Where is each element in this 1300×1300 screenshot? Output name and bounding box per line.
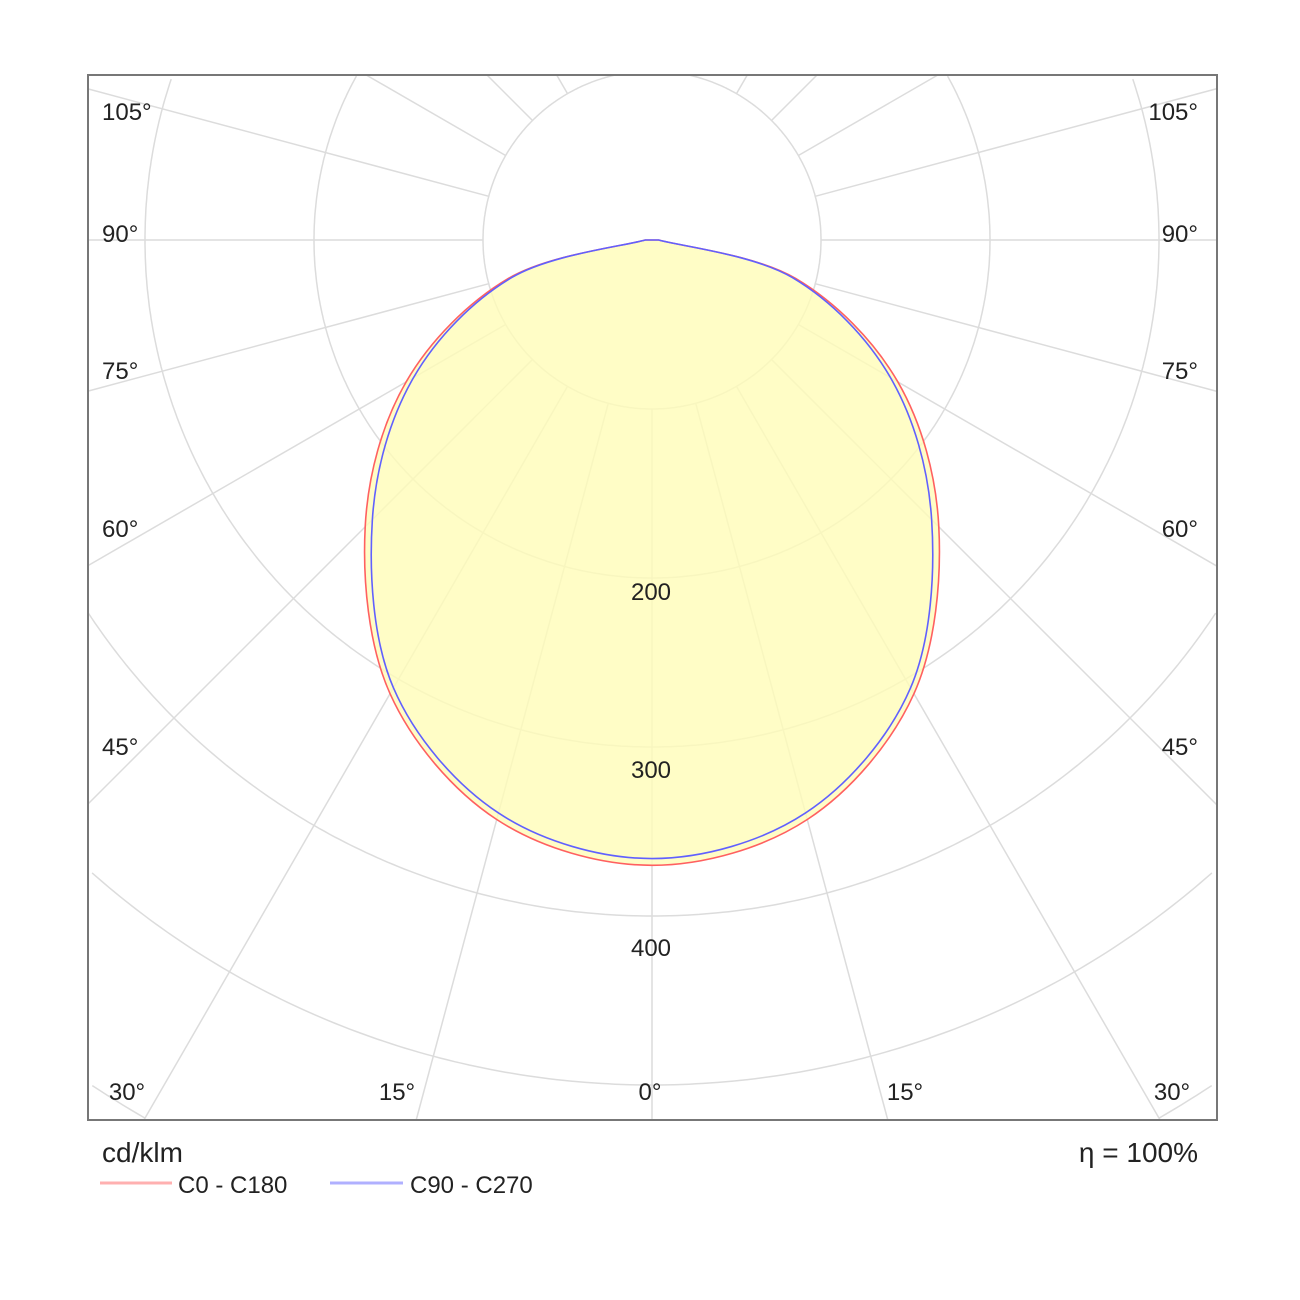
distribution-fill [364,240,940,866]
angle-label-right: 105° [1148,99,1198,126]
series-line-c0-c180 [363,239,941,867]
radial-line [815,282,1218,393]
radial-tick-300: 300 [631,757,671,784]
angle-label-left: 45° [102,734,138,761]
radial-line [815,87,1218,198]
efficiency-label: η = 100% [1079,1137,1198,1168]
ring-500 [91,872,1213,1086]
angle-label-right: 60° [1162,516,1198,543]
angle-label-left: 105° [102,99,152,126]
radial-line [798,74,939,157]
angle-label-left: 60° [102,516,138,543]
radial-line [486,74,534,122]
radial-line [735,74,748,94]
angle-label-left: 90° [102,221,138,248]
radial-tick-400: 400 [631,935,671,962]
angle-label-left: 75° [102,358,138,385]
radial-tick-200: 200 [631,579,671,606]
legend-label-c0: C0 - C180 [178,1172,287,1199]
curves [363,239,941,867]
angle-label-bottom: 30° [109,1079,145,1106]
angle-label-bottom: 15° [887,1079,923,1106]
angle-label-right: 75° [1162,358,1198,385]
unit-label: cd/klm [102,1137,183,1168]
ring-600 [91,1084,1213,1119]
angle-label-bottom: 0° [639,1079,662,1106]
radial-line [770,74,818,122]
radial-line [87,88,489,198]
ring-400 [87,612,1217,917]
legend-label-c90: C90 - C270 [410,1172,533,1199]
angle-label-right: 45° [1162,734,1198,761]
radial-line [365,74,506,157]
radial-line [556,74,569,94]
plot-frame [87,74,1218,1121]
radial-tick-labels: 200 300 400 [631,579,671,962]
angle-labels: 105° 90° 75° 60° 45° 105° 90° 75° 60° 45° 30° 15° 0°… [102,99,1198,1106]
angle-label-bottom: 30° [1154,1079,1190,1106]
radial-line [87,282,489,392]
angle-label-bottom: 15° [379,1079,415,1106]
series-line-c90-c270 [370,239,934,860]
angle-label-right: 90° [1162,221,1198,248]
